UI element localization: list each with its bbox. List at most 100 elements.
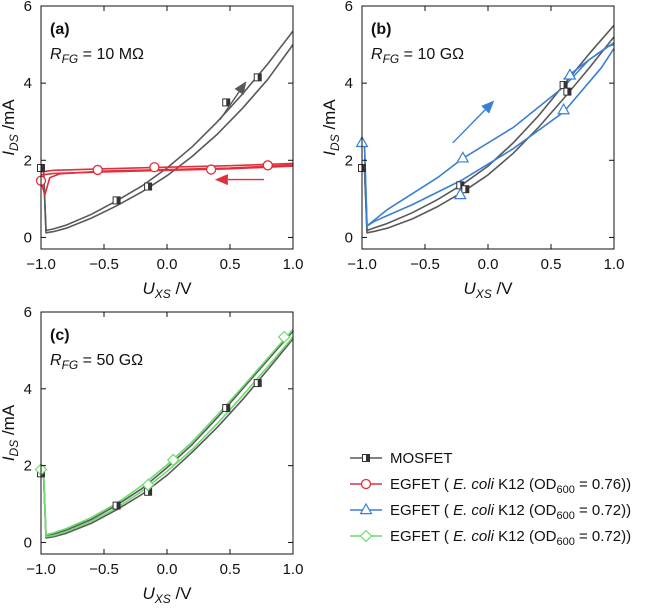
legend-text-part: 600 [556,536,574,548]
legend-text-part: EGFET ( [390,502,453,519]
y-axis-label: IDS /mA [0,404,21,461]
series-line-2-1 [362,47,614,227]
plot-frame [361,5,615,250]
series-line-2-3 [41,165,293,176]
chart-panel-2: −1.0 −0.5 0.0 0.5 1.0 0 2 4 6 UXS /V IDS /mA (b) RFG… [320,0,624,301]
legend-text-part: K12 (OD [494,476,557,493]
series-group [362,24,614,234]
data-point-2-4 [277,330,291,344]
chart-panel-3: −1.0 −0.5 0.0 0.5 1.0 0 2 4 6 UXS /V IDS /mA (c) RFG… [0,304,303,606]
y-tick-label: 0 [345,229,353,246]
x-tick-label: 1.0 [604,256,625,273]
direction-arrow-1 [219,91,240,121]
data-point-2-3 [453,187,467,200]
label-rest: /V [171,584,192,603]
series-line-1-2 [41,44,293,234]
y-tick-label: 0 [24,229,32,246]
y-axis-label: IDS /mA [0,99,21,156]
y-tick-label: 6 [24,0,32,15]
panel-label: (c) [50,327,70,344]
data-point-2-2 [141,478,155,492]
legend-text-part: MOSFET [390,450,453,467]
data-point-2-3 [149,162,160,173]
data-point-1-4-fill [226,98,230,106]
data-point-1-3-fill [465,185,469,193]
y-tick-label: 4 [24,75,32,92]
legend-text-part: 600 [556,484,574,496]
legend-entry: EGFET ( E. coli K12 (OD600 = 0.72)) [390,528,631,548]
label-rest: /mA [0,404,18,440]
data-point-2-4 [557,102,571,115]
legend-text-part: K12 (OD [494,528,557,545]
direction-arrowhead-1 [234,81,247,96]
data-point-1-4-fill [563,81,568,89]
label-rest: = 10 GΩ [399,46,464,63]
legend-text-part: K12 (OD [494,502,557,519]
series-group [41,328,293,539]
data-point-1-2-fill [116,196,121,204]
x-tick-label: 1.0 [283,256,304,273]
label-rest: /V [492,279,513,298]
label-sub: XS [154,592,171,606]
x-axis-label: UXS /V [463,279,513,301]
plot-frame [40,311,294,555]
legend-text-part: E. coli [453,502,495,519]
data-point-1-3-fill [148,183,152,191]
series-line-2-2 [41,162,293,173]
label-var: I [0,456,18,461]
series-line-1-2 [41,338,293,539]
rfg-annotation: RFG = 10 MΩ [50,46,144,66]
direction-arrowhead-1 [481,100,495,114]
data-point-2-2 [92,164,103,176]
series-line-1-2 [362,36,614,234]
legend-marker [359,529,373,543]
label-sub: XS [475,287,492,301]
data-point-1-5-fill [567,88,571,96]
series-group [41,30,293,234]
x-tick-label: −1.0 [26,561,56,578]
label-sub: FG [62,52,79,66]
legend-marker-fill [366,454,370,462]
label-sub: FG [62,358,79,372]
series-line-1-1 [41,330,293,537]
y-tick-label: 0 [24,534,32,551]
legend-text-part: = 0.76)) [575,476,631,493]
label-var: R [50,46,62,63]
x-tick-label: 0.0 [157,561,178,578]
label-sub: DS [328,134,342,151]
chart-panel-1: −1.0 −0.5 0.0 0.5 1.0 0 2 4 6 UXS /V IDS /mA (a) RFG… [0,0,303,301]
data-point-1-4-fill [226,404,230,412]
panel-label: (a) [50,21,70,38]
rfg-annotation: RFG = 10 GΩ [371,46,464,66]
series-line-2-2 [362,41,614,227]
data-point-1-2-fill [116,502,121,510]
label-sub: DS [7,440,21,457]
data-point-1-5-fill [257,73,262,81]
direction-arrowhead-2 [214,174,228,186]
label-var: U [463,279,476,298]
label-rest: /mA [0,99,18,135]
label-var: R [50,352,62,369]
data-point-2-3 [166,453,180,467]
legend-marker [359,502,373,515]
data-point-1-1-fill [362,164,366,172]
legend-text-part: E. coli [453,476,495,493]
rfg-annotation: RFG = 50 GΩ [50,352,143,372]
legend-entry: EGFET ( E. coli K12 (OD600 = 0.72)) [390,502,631,522]
y-tick-label: 4 [24,381,32,398]
series-line-2-1 [41,328,293,536]
x-tick-label: −0.5 [410,256,440,273]
x-tick-label: 0.0 [157,256,178,273]
x-axis-label: UXS /V [142,279,192,301]
x-tick-label: −1.0 [347,256,377,273]
x-tick-label: 0.5 [220,561,241,578]
data-point-1-3-fill [148,488,152,496]
y-tick-label: 2 [24,152,32,169]
x-tick-label: −0.5 [89,256,119,273]
legend-text-part: EGFET ( [390,476,453,493]
series-line-2-3 [563,43,614,80]
legend-text-part: EGFET ( [390,528,453,545]
label-var: R [371,46,383,63]
